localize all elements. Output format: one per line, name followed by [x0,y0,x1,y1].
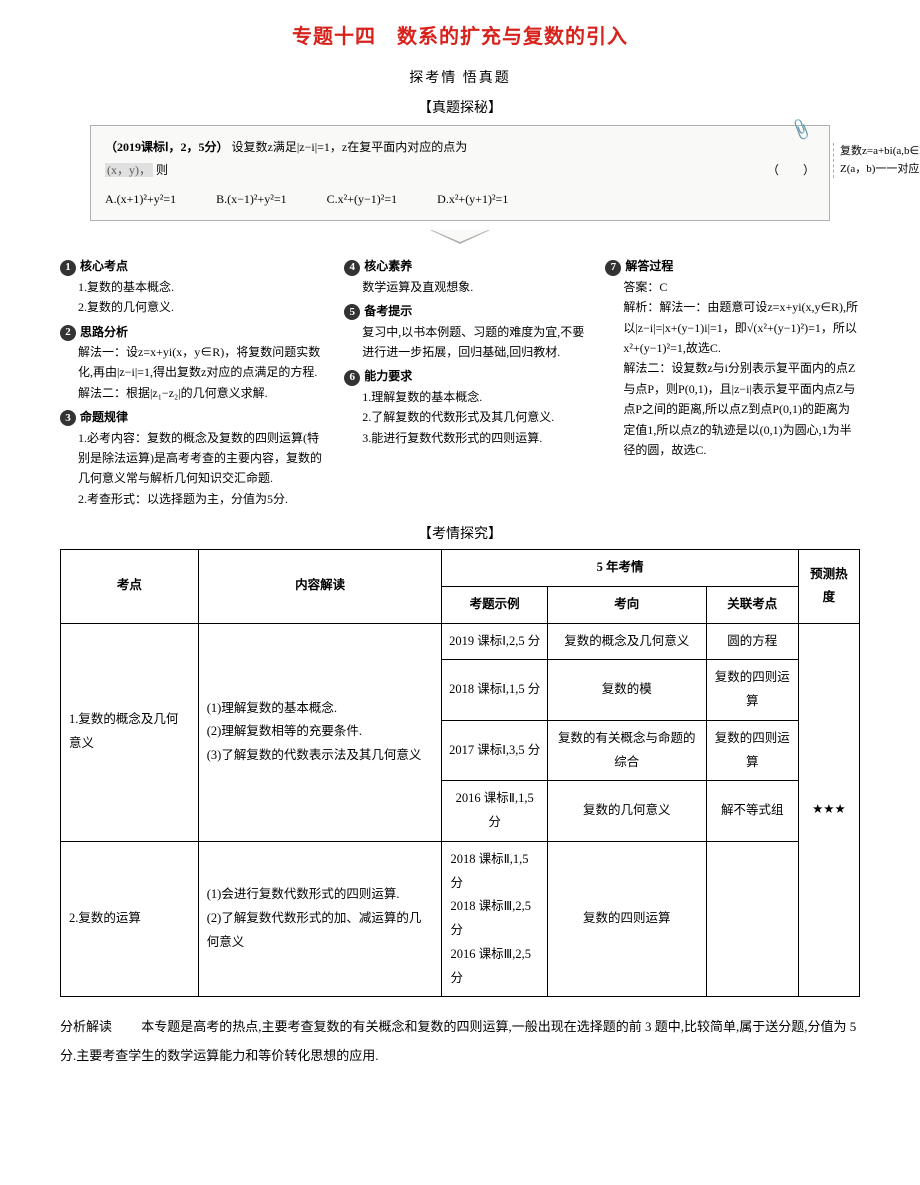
subtitle3: 【考情探究】 [60,523,860,543]
c3-t7: 解答过程 [625,259,673,273]
th-gl: 关联考点 [706,586,798,623]
r2-gl [706,841,798,997]
r1b-sl: 2018 课标Ⅰ,1,5 分 [442,660,547,721]
c2-l6b: 2.了解复数的代数形式及其几何意义. [362,407,587,427]
c1-l2a: 解法一：设z=x+yi(x，y∈R)，将复数问题实数化,再由|z−i|=1,得出… [78,342,326,403]
options: A.(x+1)²+y²=1 B.(x−1)²+y²=1 C.x²+(y−1)²=… [105,188,815,211]
c2-l5a: 复习中,以书本例题、习题的难度为宜,不要进行进一步拓展，回归基础,回归教材. [362,322,587,363]
q-gray: (x，y)， [105,163,153,177]
c2-t6: 能力要求 [364,369,412,383]
num-icon-2: 2 [60,325,76,341]
c1-l3b: 2.考查形式：以选择题为主，分值为5分. [78,489,326,509]
r2-kd: 2.复数的运算 [61,841,199,997]
num-icon-1: 1 [60,260,76,276]
c3-ans: 答案：C [623,277,860,297]
c2-l6a: 1.理解复数的基本概念. [362,387,587,407]
c1-l1a: 1.复数的基本概念. [78,277,326,297]
r1a-kx: 复数的概念及几何意义 [547,623,706,660]
opt-a: A.(x+1)²+y²=1 [105,188,176,211]
subtitle1: 探考情 悟真题 [60,67,860,87]
num-icon-4: 4 [344,260,360,276]
r1-kd: 1.复数的概念及几何意义 [61,623,199,841]
question-wrap: 📎 （2019课标Ⅰ，2，5分） 设复数z满足|z−i|=1，z在复平面内对应的… [90,125,830,221]
col-2: 4 核心素养 数学运算及直观想象. 5 备考提示 复习中,以书本例题、习题的难度为宜… [344,252,587,509]
num-icon-7: 7 [605,260,621,276]
c1-t1: 核心考点 [80,259,128,273]
analysis: 分析解读 本专题是高考的热点,主要考查复数的有关概念和复数的四则运算,一般出现在… [60,1013,860,1070]
r1a-sl: 2019 课标Ⅰ,2,5 分 [442,623,547,660]
question-box: 📎 （2019课标Ⅰ，2，5分） 设复数z满足|z−i|=1，z在复平面内对应的… [90,125,830,221]
r2-sl: 2018 课标Ⅱ,1,5 分 2018 课标Ⅲ,2,5 分 2016 课标Ⅲ,2… [442,841,547,997]
r1c-kx: 复数的有关概念与命题的综合 [547,720,706,781]
heat: ★★★ [798,623,859,997]
th-yc: 预测热度 [798,550,859,624]
c1-l3a: 1.必考内容：复数的概念及复数的四则运算(特别是除法运算)是高考考查的主要内容，… [78,428,326,489]
r2-kx: 复数的四则运算 [547,841,706,997]
r1d-gl: 解不等式组 [706,781,798,842]
analysis-label: 分析解读 [60,1019,112,1034]
margin-annotation: 复数z=a+bi(a,b∈R）与复平面内的点Z(a，b)一一对应。 [833,143,920,178]
r1c-sl: 2017 课标Ⅰ,3,5 分 [442,720,547,781]
subtitle2: 【真题探秘】 [60,97,860,117]
opt-b: B.(x−1)²+y²=1 [216,188,287,211]
col-3: 7 解答过程 答案：C 解析：解法一：由题意可设z=x+yi(x,y∈R),所以|… [605,252,860,509]
th-sl: 考题示例 [442,586,547,623]
c3-exp2: 解法二：设复数z与i分别表示复平面内的点Z与点P，则P(0,1)，且|z−i|表… [623,358,860,460]
th-kq: 5 年考情 [442,550,798,587]
c1-t2: 思路分析 [80,325,128,339]
opt-c: C.x²+(y−1)²=1 [327,188,398,211]
q-tail: 则 [156,163,168,177]
col-1: 1 核心考点 1.复数的基本概念. 2.复数的几何意义. 2 思路分析 解法一：设z… [60,252,326,509]
num-icon-6: 6 [344,370,360,386]
r1c-gl: 复数的四则运算 [706,720,798,781]
c2-l6c: 3.能进行复数代数形式的四则运算. [362,428,587,448]
c2-t4: 核心素养 [364,259,412,273]
page-title: 专题十四 数系的扩充与复数的引入 [60,20,860,49]
th-kx: 考向 [547,586,706,623]
q-prefix: （2019课标Ⅰ，2，5分） [105,140,229,154]
th-kd: 考点 [61,550,199,624]
c1-t3: 命题规律 [80,410,128,424]
num-icon-3: 3 [60,410,76,426]
r1b-kx: 复数的模 [547,660,706,721]
r1-jd: (1)理解复数的基本概念. (2)理解复数相等的充要条件. (3)了解复数的代数… [198,623,442,841]
c3-exp: 解析：解法一：由题意可设z=x+yi(x,y∈R),所以|z−i|=|x+(y−… [623,297,860,358]
q-body: 设复数z满足|z−i|=1，z在复平面内对应的点为 [232,140,468,154]
r1b-gl: 复数的四则运算 [706,660,798,721]
c2-l4a: 数学运算及直观想象. [362,277,587,297]
triangle-icon [430,230,490,244]
q-paren: （ ） [767,159,815,182]
three-columns: 1 核心考点 1.复数的基本概念. 2.复数的几何意义. 2 思路分析 解法一：设z… [60,252,860,509]
num-icon-5: 5 [344,304,360,320]
r2-jd: (1)会进行复数代数形式的四则运算. (2)了解复数代数形式的加、减运算的几何意… [198,841,442,997]
th-jd: 内容解读 [198,550,442,624]
r1d-sl: 2016 课标Ⅱ,1,5 分 [442,781,547,842]
opt-d: D.x²+(y+1)²=1 [437,188,508,211]
analysis-text: 本专题是高考的热点,主要考查复数的有关概念和复数的四则运算,一般出现在选择题的前… [60,1019,856,1063]
c2-t5: 备考提示 [364,304,412,318]
study-table: 考点 内容解读 5 年考情 预测热度 考题示例 考向 关联考点 1.复数的概念及… [60,549,860,997]
c1-l1b: 2.复数的几何意义. [78,297,326,317]
r1a-gl: 圆的方程 [706,623,798,660]
r1d-kx: 复数的几何意义 [547,781,706,842]
